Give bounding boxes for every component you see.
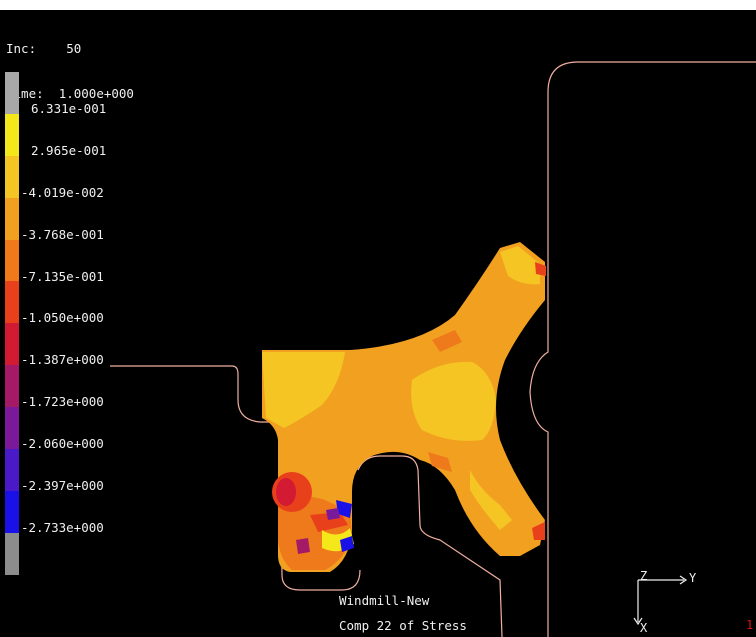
- right-die-outline: [529, 61, 756, 637]
- legend-swatch: [5, 323, 19, 366]
- legend-label: -2.060e+000: [21, 436, 104, 451]
- triad-x-label: X: [640, 621, 648, 635]
- viewport-index: 1: [746, 618, 754, 632]
- inc-label: Inc:: [6, 41, 37, 56]
- color-legend-bar: [5, 72, 19, 575]
- legend-label: -1.723e+000: [21, 394, 104, 409]
- part-zone-compress-6: [336, 500, 352, 518]
- triad-x-arrow: [633, 617, 643, 626]
- legend-swatch: [5, 113, 19, 156]
- time-value: 1.000e+000: [58, 86, 134, 101]
- legend-swatch: [5, 155, 19, 198]
- legend-label: 2.965e-001: [31, 143, 107, 158]
- legend-label: 6.331e-001: [31, 101, 107, 116]
- window-top-strip: [0, 0, 756, 10]
- legend-label: -1.387e+000: [21, 352, 104, 367]
- stress-contour-part: [262, 242, 546, 572]
- part-zone-light-1: [262, 352, 345, 428]
- legend-swatch: [5, 365, 19, 408]
- part-zone-light-4: [470, 470, 512, 530]
- part-zone-compress-3: [276, 478, 296, 506]
- part-zone-compress-7: [326, 508, 340, 520]
- legend-label: -4.019e-002: [21, 185, 104, 200]
- result-name-caption: Comp 22 of Stress: [339, 618, 467, 633]
- triad-y-arrow: [679, 575, 688, 585]
- model-name-caption: Windmill-New: [339, 593, 430, 608]
- triad-y-label: Y: [689, 571, 697, 585]
- part-zone-light-3: [500, 246, 540, 285]
- legend-swatch: [5, 407, 19, 450]
- legend-label: -2.733e+000: [21, 520, 104, 535]
- legend-swatch: [5, 281, 19, 324]
- punch-outline: [357, 455, 503, 637]
- triad-z-label: Z: [640, 569, 647, 583]
- part-zone-dark-4: [532, 522, 545, 540]
- part-zone-dark-2: [428, 452, 452, 472]
- part-zone-compress-9: [296, 538, 310, 554]
- legend-label: -7.135e-001: [21, 269, 104, 284]
- legend-labels: 6.331e-001 2.965e-001 -4.019e-002 -3.768…: [21, 0, 131, 637]
- part-zone-compress-8: [340, 536, 354, 552]
- legend-swatch: [5, 239, 19, 282]
- legend-label: -2.397e+000: [21, 478, 104, 493]
- legend-swatch: [5, 449, 19, 491]
- legend-label: -1.050e+000: [21, 310, 104, 325]
- legend-swatch: [5, 490, 19, 533]
- inc-value: 50: [66, 41, 82, 56]
- axis-triad: Z Y X: [633, 569, 697, 635]
- part-zone-dark-1: [432, 330, 462, 352]
- part-zone-dark-3: [535, 262, 546, 276]
- legend-label: -3.768e-001: [21, 227, 104, 242]
- legend-swatch: [5, 72, 19, 114]
- legend-swatch: [5, 197, 19, 240]
- part-zone-light-2: [411, 361, 496, 441]
- legend-swatch: [5, 532, 19, 575]
